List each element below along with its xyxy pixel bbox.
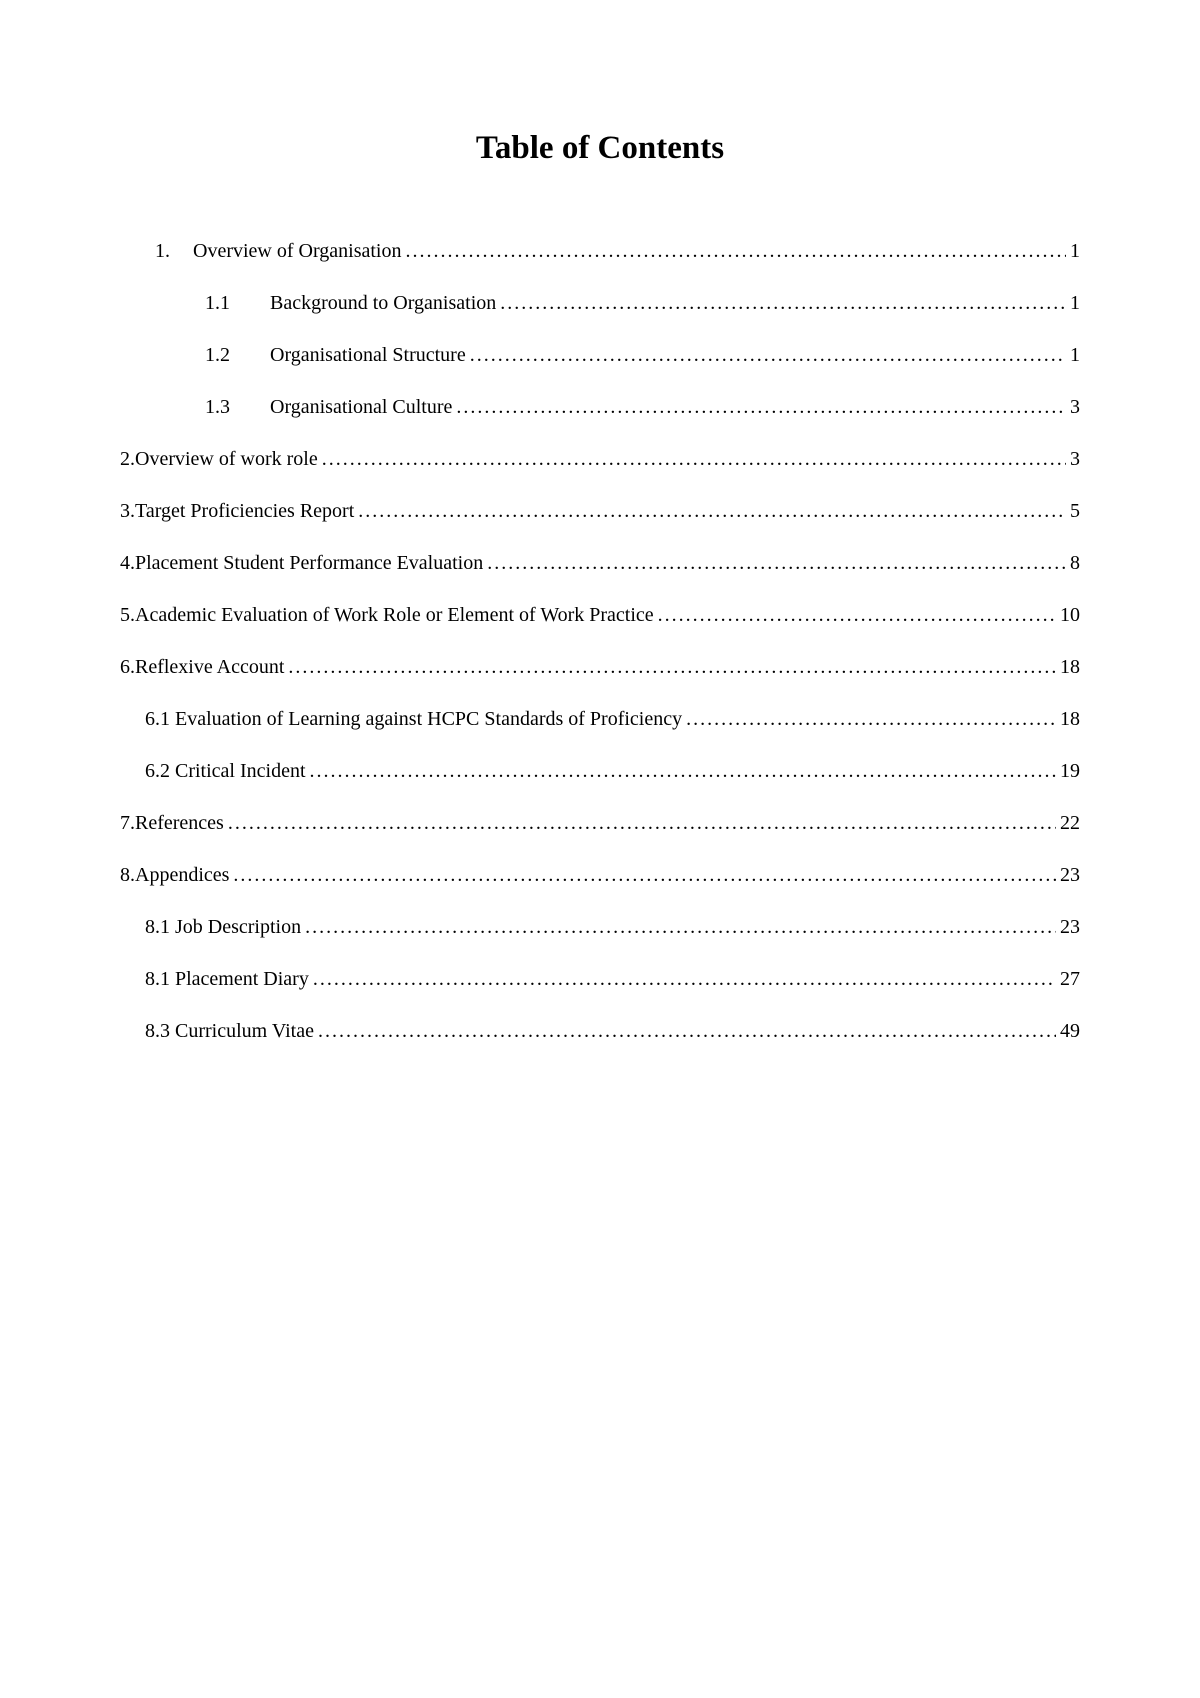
toc-entry-number: 7. — [120, 809, 135, 837]
toc-entry-number: 1.1 — [205, 289, 270, 317]
toc-entry-page: 23 — [1060, 913, 1080, 941]
toc-entry-text: 8.3 Curriculum Vitae — [145, 1017, 314, 1045]
toc-entry-text: Background to Organisation — [270, 289, 496, 317]
toc-entry-text: References — [135, 809, 224, 837]
toc-entry-text: Overview of Organisation — [193, 237, 401, 265]
toc-leader-dots — [470, 341, 1066, 369]
toc-entry-number: 2. — [120, 445, 135, 473]
toc-leader-dots — [658, 601, 1056, 629]
toc-entry-page: 27 — [1060, 965, 1080, 993]
toc-entry: 3. Target Proficiencies Report 5 — [120, 497, 1080, 525]
toc-entry-text: 6.1 Evaluation of Learning against HCPC … — [145, 705, 682, 733]
toc-entry-page: 10 — [1060, 601, 1080, 629]
toc-leader-dots — [487, 549, 1066, 577]
toc-entry: 1.2Organisational Structure 1 — [120, 341, 1080, 369]
toc-entry-text: 8.1 Placement Diary — [145, 965, 309, 993]
toc-leader-dots — [500, 289, 1066, 317]
toc-leader-dots — [686, 705, 1056, 733]
toc-entry: 6.1 Evaluation of Learning against HCPC … — [120, 705, 1080, 733]
toc-entry-text: 6.2 Critical Incident — [145, 757, 306, 785]
toc-entry-number: 3. — [120, 497, 135, 525]
toc-entry: 8.3 Curriculum Vitae 49 — [120, 1017, 1080, 1045]
toc-entry: 8.1 Placement Diary 27 — [120, 965, 1080, 993]
toc-leader-dots — [318, 1017, 1056, 1045]
toc-entry-page: 23 — [1060, 861, 1080, 889]
toc-entry-number: 4. — [120, 549, 135, 577]
toc-entry-page: 1 — [1070, 289, 1080, 317]
toc-entry: 7. References 22 — [120, 809, 1080, 837]
toc-leader-dots — [313, 965, 1056, 993]
table-of-contents: 1.Overview of Organisation11.1Background… — [120, 237, 1080, 1045]
toc-entry-page: 19 — [1060, 757, 1080, 785]
toc-entry-text: Target Proficiencies Report — [135, 497, 354, 525]
toc-entry-number: 8. — [120, 861, 135, 889]
toc-entry: 5. Academic Evaluation of Work Role or E… — [120, 601, 1080, 629]
toc-entry-number: 1. — [155, 237, 193, 265]
toc-entry-text: Appendices — [135, 861, 229, 889]
toc-entry: 1.Overview of Organisation 1 — [120, 237, 1080, 265]
toc-leader-dots — [322, 445, 1066, 473]
toc-entry-text: 8.1 Job Description — [145, 913, 301, 941]
toc-entry-page: 18 — [1060, 705, 1080, 733]
toc-leader-dots — [228, 809, 1056, 837]
toc-entry: 4. Placement Student Performance Evaluat… — [120, 549, 1080, 577]
toc-entry-text: Organisational Structure — [270, 341, 466, 369]
toc-entry: 6. Reflexive Account 18 — [120, 653, 1080, 681]
toc-entry: 2. Overview of work role 3 — [120, 445, 1080, 473]
toc-leader-dots — [288, 653, 1056, 681]
page-title: Table of Contents — [120, 130, 1080, 167]
toc-entry-number: 6. — [120, 653, 135, 681]
toc-leader-dots — [233, 861, 1056, 889]
toc-entry: 8. Appendices 23 — [120, 861, 1080, 889]
toc-entry: 1.3Organisational Culture 3 — [120, 393, 1080, 421]
toc-leader-dots — [358, 497, 1066, 525]
toc-entry-number: 1.3 — [205, 393, 270, 421]
toc-entry-page: 8 — [1070, 549, 1080, 577]
toc-entry-number: 5. — [120, 601, 135, 629]
toc-entry-page: 22 — [1060, 809, 1080, 837]
toc-entry-number: 1.2 — [205, 341, 270, 369]
toc-leader-dots — [310, 757, 1056, 785]
toc-entry-page: 49 — [1060, 1017, 1080, 1045]
toc-entry-page: 18 — [1060, 653, 1080, 681]
toc-entry: 6.2 Critical Incident 19 — [120, 757, 1080, 785]
toc-entry-page: 5 — [1070, 497, 1080, 525]
toc-entry-text: Organisational Culture — [270, 393, 452, 421]
toc-entry-text: Academic Evaluation of Work Role or Elem… — [135, 601, 654, 629]
toc-entry: 1.1Background to Organisation 1 — [120, 289, 1080, 317]
toc-entry-text: Overview of work role — [135, 445, 318, 473]
toc-entry-text: Placement Student Performance Evaluation — [135, 549, 483, 577]
toc-entry-page: 3 — [1070, 393, 1080, 421]
toc-entry-page: 1 — [1070, 237, 1080, 265]
toc-entry-page: 1 — [1070, 341, 1080, 369]
toc-leader-dots — [405, 237, 1066, 265]
toc-entry-text: Reflexive Account — [135, 653, 284, 681]
toc-leader-dots — [305, 913, 1056, 941]
toc-leader-dots — [456, 393, 1066, 421]
toc-entry: 8.1 Job Description 23 — [120, 913, 1080, 941]
toc-entry-page: 3 — [1070, 445, 1080, 473]
